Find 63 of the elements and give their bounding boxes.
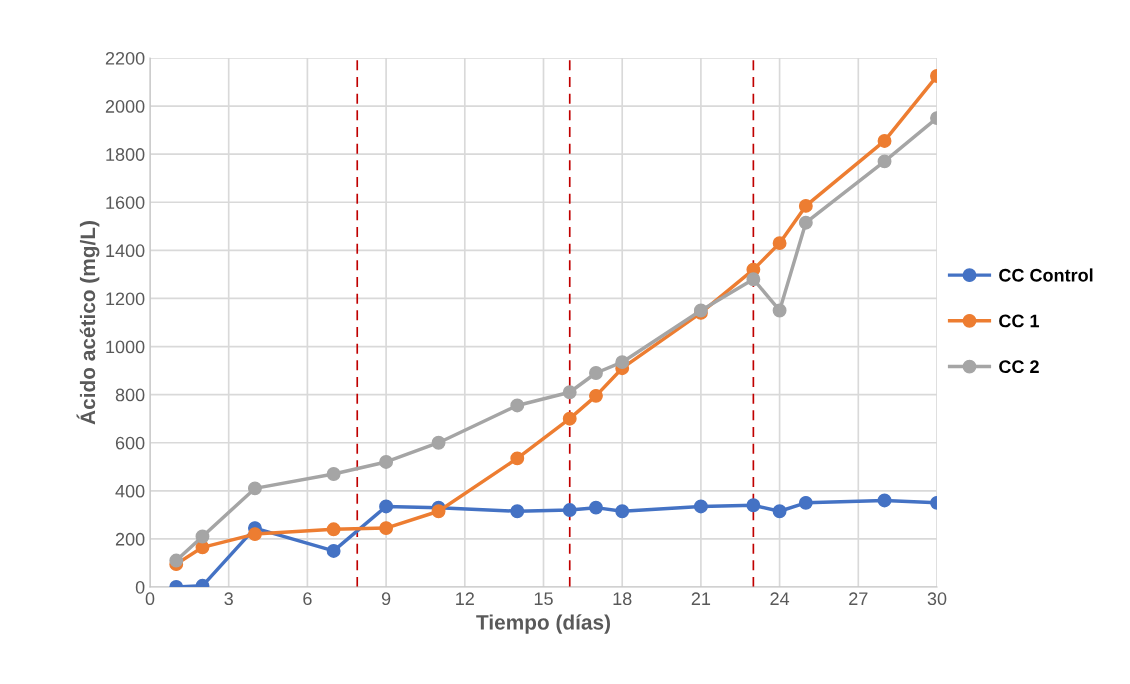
point <box>772 303 787 318</box>
x-tick-label: 30 <box>927 592 947 606</box>
y-tick-label: 1800 <box>106 148 145 161</box>
x-tick-label: 12 <box>456 592 474 605</box>
x-tick-label: 6 <box>303 592 312 606</box>
y-tick-label: 1400 <box>106 244 145 258</box>
point <box>247 527 262 542</box>
x-tick-label: 24 <box>770 592 790 605</box>
point <box>431 504 446 519</box>
point <box>510 504 525 519</box>
y-tick-label: 1000 <box>106 340 145 354</box>
x-tick-label: 27 <box>849 592 868 605</box>
y-tick-label: 1200 <box>106 292 145 306</box>
point <box>562 411 577 426</box>
point <box>615 504 630 519</box>
y-tick-label: 2000 <box>105 100 145 113</box>
y-tick-label: 400 <box>115 484 145 498</box>
point <box>746 272 761 287</box>
point <box>562 385 577 400</box>
point <box>693 499 708 514</box>
x-axis-title: Tiempo (días) <box>476 614 610 634</box>
x-tick-label: 18 <box>613 592 632 606</box>
legend-label: CC 1 <box>999 314 1040 328</box>
point <box>798 198 813 213</box>
legend-label: CC 2 <box>999 360 1039 374</box>
legend-label: CC Control <box>999 268 1093 282</box>
point <box>589 388 603 403</box>
point <box>798 215 813 230</box>
x-tick-label: 3 <box>224 592 233 606</box>
x-tick-label: 15 <box>534 592 553 606</box>
x-tick-label: 9 <box>381 592 391 606</box>
point <box>247 481 262 496</box>
point <box>379 455 394 469</box>
point <box>772 236 787 251</box>
y-tick-label: 1600 <box>106 196 145 209</box>
point <box>562 503 577 517</box>
point <box>615 355 630 370</box>
point <box>798 495 813 510</box>
x-tick-label: 21 <box>691 592 711 605</box>
point <box>431 435 446 450</box>
point <box>326 522 341 537</box>
point <box>379 499 394 514</box>
point <box>877 134 892 148</box>
y-tick-label: 0 <box>135 580 145 594</box>
y-tick-label: 2200 <box>105 51 145 65</box>
y-tick-label: 800 <box>115 388 145 402</box>
point <box>877 493 892 508</box>
y-axis-title: Ácido acético (mg/L) <box>76 221 100 425</box>
point <box>746 498 761 513</box>
point <box>326 467 341 481</box>
y-tick-label: 600 <box>115 436 145 450</box>
point <box>510 398 525 413</box>
y-tick-label: 200 <box>115 532 145 546</box>
point <box>877 154 892 169</box>
x-tick-label: 0 <box>145 592 155 606</box>
point <box>169 553 184 568</box>
point <box>379 521 394 536</box>
point <box>589 366 603 380</box>
point <box>589 500 603 515</box>
point <box>510 451 525 466</box>
point <box>326 543 341 558</box>
point <box>195 529 210 544</box>
point <box>772 504 787 519</box>
